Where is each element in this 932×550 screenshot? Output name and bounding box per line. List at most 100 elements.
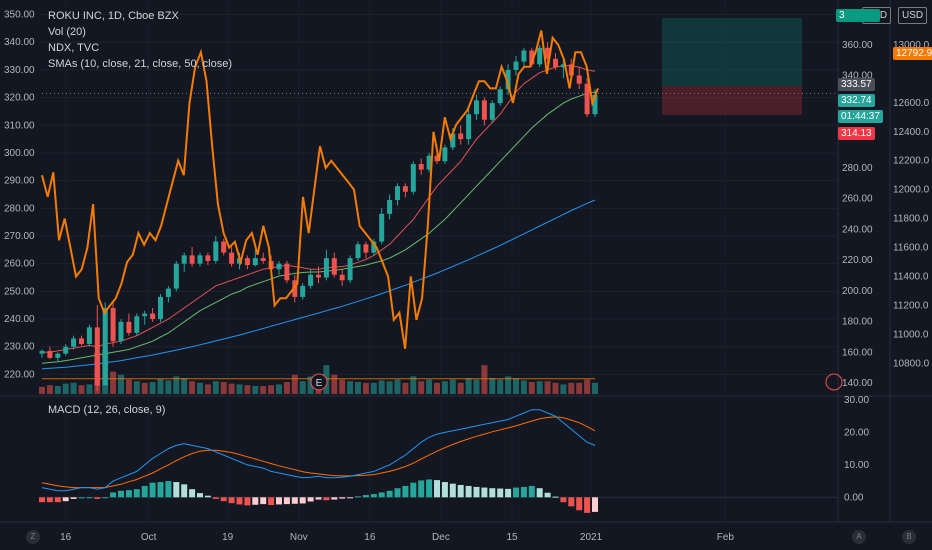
- volume-bar: [197, 382, 203, 394]
- candle-body: [505, 69, 511, 90]
- candle-body: [260, 258, 266, 261]
- volume-bar: [125, 379, 132, 394]
- volume-bar: [362, 382, 369, 394]
- volume-bar: [552, 382, 559, 394]
- macd-histogram-bar: [362, 495, 369, 498]
- volume-bar: [181, 378, 188, 394]
- zoom-button[interactable]: Z: [26, 530, 40, 544]
- volume-bar: [70, 382, 77, 394]
- candle-body: [79, 338, 84, 344]
- volume-bar: [118, 374, 124, 394]
- candle-body: [284, 263, 290, 281]
- volume-bar: [86, 384, 93, 394]
- macd-histogram-bar: [244, 497, 251, 506]
- auto-scale-button[interactable]: A: [852, 530, 866, 544]
- volume-bar: [46, 385, 53, 394]
- price-tick-label: 270.00: [4, 231, 35, 242]
- volume-bar: [212, 381, 219, 394]
- sma50-line: [41, 199, 596, 370]
- volume-bar: [189, 381, 196, 394]
- candle-body: [197, 255, 203, 264]
- candle-body: [173, 263, 179, 289]
- candle-body: [276, 263, 282, 270]
- ndx-tick-label: 12400.0: [893, 127, 930, 138]
- volume-bar: [402, 382, 409, 394]
- volume-bar: [244, 385, 251, 394]
- secondary-tick-label: 360.00: [842, 40, 873, 51]
- candle-body: [205, 255, 211, 261]
- price-tick-label: 350.00: [4, 10, 35, 21]
- macd-histogram-bar: [212, 497, 219, 499]
- macd-histogram-bar: [520, 486, 527, 498]
- ndx-price-tag: 12792.9: [893, 47, 932, 60]
- candle-body: [592, 94, 598, 115]
- macd-histogram-bar: [426, 479, 433, 498]
- volume-bar: [410, 376, 417, 394]
- earnings-marker-future: [825, 373, 843, 391]
- legend-smas: SMAs (10, close, 21, close, 50, close): [48, 58, 233, 70]
- macd-histogram-bar: [402, 485, 409, 498]
- candle-body: [213, 241, 219, 261]
- candle-body: [86, 327, 92, 344]
- macd-histogram-bar: [260, 497, 267, 505]
- candle-body: [134, 316, 140, 333]
- price-tick-label: 330.00: [4, 65, 35, 76]
- macd-histogram-bar: [102, 497, 109, 499]
- time-tick-label: 16: [60, 532, 72, 543]
- macd-histogram-bar: [592, 497, 598, 512]
- current-price-tag: 332.74: [838, 94, 875, 107]
- volume-bar: [481, 365, 488, 394]
- volume-bar: [449, 379, 456, 394]
- macd-tick-label: 30.00: [844, 395, 869, 406]
- volume-bar: [386, 381, 393, 394]
- candle-body: [63, 346, 69, 354]
- volume-bar: [78, 385, 85, 394]
- candle-body: [339, 274, 345, 281]
- secondary-tick-label: 200.00: [842, 286, 873, 297]
- secondary-tick-label: 220.00: [842, 255, 873, 266]
- volume-bar: [268, 385, 275, 394]
- scale-b-button[interactable]: B: [902, 530, 916, 544]
- volume-bar: [157, 378, 164, 394]
- candle-body: [229, 252, 235, 264]
- volume-bar: [283, 382, 290, 394]
- volume-bar: [560, 384, 567, 394]
- candle-body: [489, 103, 495, 120]
- macd-histogram-bar: [568, 497, 575, 507]
- candle-body: [418, 164, 424, 170]
- macd-legend: MACD (12, 26, close, 9): [48, 404, 166, 416]
- macd-histogram-bar: [536, 488, 543, 498]
- secondary-tick-label: 340.00: [842, 71, 873, 82]
- price-currency-button[interactable]: USD: [898, 7, 928, 24]
- macd-histogram-bar: [173, 482, 180, 498]
- macd-histogram-bar: [220, 497, 227, 502]
- candle-body: [347, 258, 353, 281]
- volume-bar: [204, 384, 211, 394]
- ndx-tick-label: 11000.0: [893, 329, 929, 340]
- volume-bar: [513, 378, 519, 394]
- macd-histogram-bar: [39, 497, 45, 503]
- candle-body: [576, 75, 582, 84]
- candle-body: [331, 258, 337, 275]
- candle-body: [189, 255, 195, 264]
- candle-body: [521, 50, 527, 62]
- macd-histogram-bar: [441, 482, 448, 498]
- candle-body: [292, 280, 298, 297]
- macd-histogram-bar: [394, 488, 401, 498]
- macd-histogram-bar: [291, 497, 298, 504]
- time-tick-label: Nov: [290, 532, 308, 543]
- macd-histogram-bar: [141, 485, 148, 498]
- macd-histogram-bar: [94, 497, 101, 499]
- ndx-line: [41, 30, 599, 349]
- macd-line: [41, 409, 596, 492]
- macd-histogram-bar: [307, 497, 314, 502]
- macd-histogram-bar: [228, 497, 235, 504]
- volume-bar: [220, 382, 227, 394]
- candle-body: [126, 321, 132, 333]
- legend-volume: Vol (20): [48, 26, 86, 38]
- macd-histogram-bar: [505, 488, 512, 498]
- candle-body: [371, 241, 377, 253]
- candle-body: [323, 258, 329, 278]
- macd-histogram-bar: [299, 497, 306, 504]
